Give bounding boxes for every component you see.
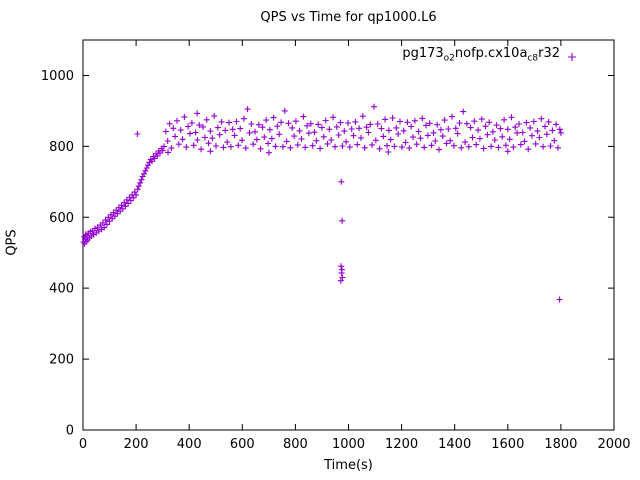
legend-text-mid: nofp.cx10a: [454, 46, 528, 61]
x-tick-label: 1400: [438, 437, 471, 452]
legend-text-prefix: pg173: [402, 46, 444, 61]
plot-border: [82, 39, 615, 431]
x-tick-label: 600: [230, 437, 255, 452]
x-tick-label: 0: [79, 437, 87, 452]
legend-text-suffix: r32: [538, 46, 560, 61]
legend-marker-icon: [568, 53, 576, 61]
y-tick-label: 400: [49, 282, 74, 297]
legend-label: pg173o2nofp.cx10ac8r32: [0, 46, 560, 64]
x-tick-label: 2000: [597, 437, 630, 452]
y-tick-label: 1000: [41, 69, 74, 84]
series-points: [80, 103, 564, 303]
y-tick-label: 800: [49, 140, 74, 155]
x-tick-label: 200: [124, 437, 149, 452]
x-tick-label: 1000: [332, 437, 365, 452]
legend-text-sub2: c8: [527, 53, 539, 64]
y-tick-label: 200: [49, 353, 74, 368]
legend-text-sub1: o2: [443, 53, 455, 64]
x-tick-label: 1800: [544, 437, 577, 452]
axis-ticks: [82, 40, 615, 431]
x-tick-label: 1600: [491, 437, 524, 452]
y-tick-label: 0: [66, 424, 74, 439]
y-tick-label: 600: [49, 211, 74, 226]
x-axis-label: Time(s): [324, 458, 373, 473]
x-tick-label: 400: [177, 437, 202, 452]
x-tick-label: 800: [283, 437, 308, 452]
x-tick-label: 1200: [385, 437, 418, 452]
chart-title: QPS vs Time for qp1000.L6: [260, 10, 437, 25]
